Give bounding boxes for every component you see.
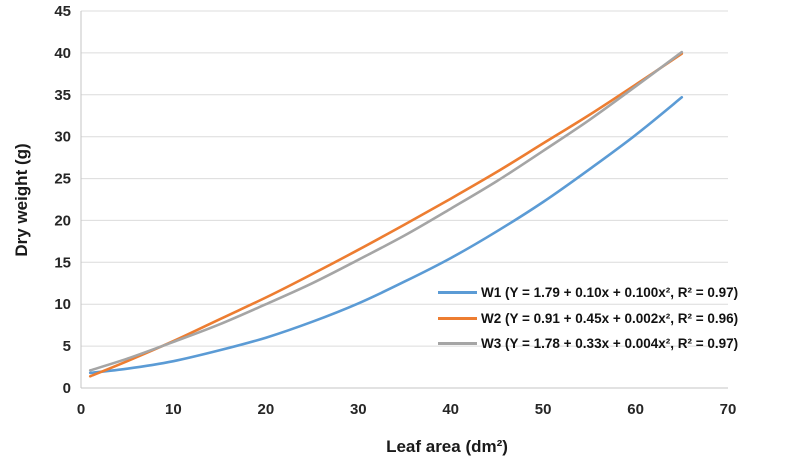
y-tick-label: 40: [54, 45, 71, 62]
y-tick-label: 10: [54, 296, 71, 313]
legend-item-w3: W3 (Y = 1.78 + 0.33x + 0.004x², R² = 0.9…: [438, 331, 738, 357]
x-tick-label: 70: [720, 401, 737, 418]
x-axis-title: Leaf area (dm²): [386, 437, 508, 456]
x-tick-label: 0: [77, 401, 85, 418]
y-tick-label: 45: [54, 3, 71, 20]
legend-line-icon: [438, 342, 477, 346]
y-tick-label: 30: [54, 129, 71, 146]
legend: W1 (Y = 1.79 + 0.10x + 0.100x², R² = 0.9…: [438, 280, 738, 357]
w1-curve: [88, 96, 684, 375]
y-tick-label: 5: [63, 338, 71, 355]
y-tick-label: 15: [54, 254, 71, 271]
y-tick-label: 35: [54, 87, 71, 104]
legend-label: W3 (Y = 1.78 + 0.33x + 0.004x², R² = 0.9…: [481, 336, 739, 352]
legend-line-icon: [438, 291, 477, 295]
x-tick-label: 60: [627, 401, 644, 418]
y-tick-label: 25: [54, 171, 71, 188]
legend-line-icon: [438, 316, 477, 320]
legend-label: W1 (Y = 1.79 + 0.10x + 0.100x², R² = 0.9…: [481, 285, 739, 301]
legend-label: W2 (Y = 0.91 + 0.45x + 0.002x², R² = 0.9…: [481, 310, 739, 326]
x-tick-label: 40: [442, 401, 459, 418]
legend-item-w2: W2 (Y = 0.91 + 0.45x + 0.002x², R² = 0.9…: [438, 306, 738, 332]
legend-item-w1: W1 (Y = 1.79 + 0.10x + 0.100x², R² = 0.9…: [438, 280, 738, 306]
w3-curve: [88, 50, 684, 372]
y-axis-title: Dry weight (g): [12, 143, 31, 257]
x-tick-label: 30: [350, 401, 367, 418]
x-tick-label: 50: [535, 401, 552, 418]
y-tick-label: 20: [54, 212, 71, 229]
x-tick-label: 10: [165, 401, 182, 418]
x-tick-label: 20: [258, 401, 275, 418]
y-tick-label: 0: [63, 380, 71, 397]
